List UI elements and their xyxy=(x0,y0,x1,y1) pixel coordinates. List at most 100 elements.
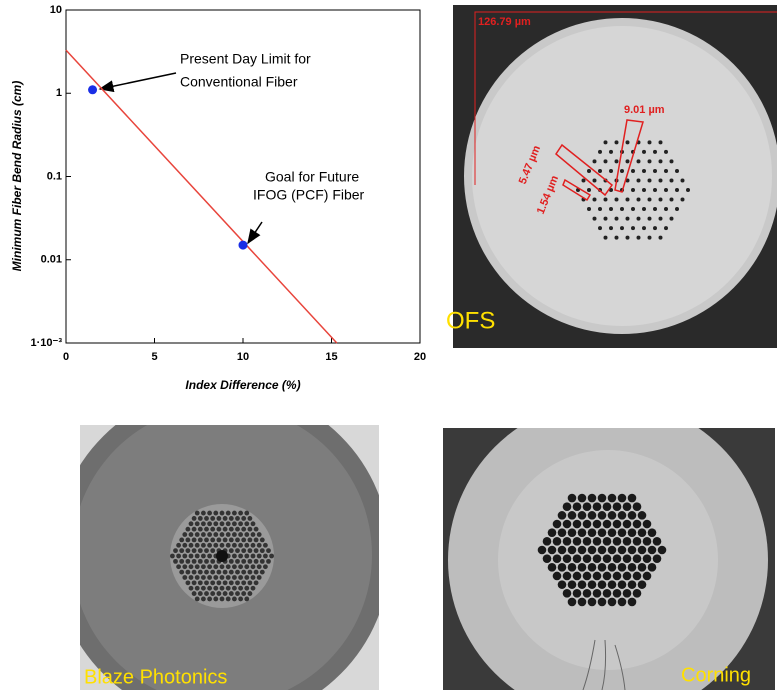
hole xyxy=(238,511,243,516)
hole xyxy=(604,140,608,144)
hole xyxy=(670,159,674,163)
marker xyxy=(88,85,97,94)
hole xyxy=(244,532,249,537)
hole xyxy=(201,586,206,591)
hole xyxy=(217,580,222,585)
hole xyxy=(675,169,679,173)
hole xyxy=(241,591,246,596)
hole xyxy=(604,217,608,221)
photo-ofs xyxy=(453,5,777,348)
hole xyxy=(226,575,231,580)
hole xyxy=(201,511,206,516)
hole xyxy=(613,572,622,581)
hole xyxy=(598,207,602,211)
hole xyxy=(588,494,597,503)
hole xyxy=(558,528,567,537)
hole xyxy=(648,140,652,144)
hole xyxy=(207,543,212,548)
hole xyxy=(608,598,617,607)
marker xyxy=(239,241,248,250)
hole xyxy=(226,532,231,537)
hole xyxy=(588,546,597,555)
hole xyxy=(653,537,662,546)
hole xyxy=(207,586,212,591)
hole xyxy=(604,159,608,163)
hole xyxy=(633,572,642,581)
hole xyxy=(628,598,637,607)
hole xyxy=(623,554,632,563)
hole xyxy=(204,580,209,585)
hole xyxy=(223,516,228,521)
hole xyxy=(223,580,228,585)
hole xyxy=(217,516,222,521)
hole xyxy=(609,207,613,211)
hole xyxy=(195,511,200,516)
y-tick-label: 0.1 xyxy=(47,170,62,182)
hole xyxy=(251,586,256,591)
hole xyxy=(260,548,265,553)
hole xyxy=(179,537,184,542)
photo-label: OFS xyxy=(446,307,495,334)
hole xyxy=(628,511,637,520)
hole xyxy=(226,586,231,591)
hole xyxy=(664,150,668,154)
hole xyxy=(207,554,212,559)
hole xyxy=(254,537,259,542)
hole xyxy=(648,236,652,240)
hole xyxy=(186,580,191,585)
hole xyxy=(608,580,617,589)
hole xyxy=(681,198,685,202)
hole xyxy=(608,511,617,520)
hole xyxy=(198,527,203,532)
hole xyxy=(238,532,243,537)
hole xyxy=(195,575,200,580)
hole xyxy=(598,528,607,537)
y-tick-label: 1 xyxy=(56,87,62,99)
hole xyxy=(583,589,592,598)
hole xyxy=(204,548,209,553)
hole xyxy=(213,575,218,580)
y-tick-label: 1·10⁻³ xyxy=(31,337,63,349)
hole xyxy=(266,559,271,564)
hole xyxy=(257,564,262,569)
hole xyxy=(182,554,187,559)
hole xyxy=(620,226,624,230)
hole xyxy=(633,537,642,546)
hole xyxy=(548,528,557,537)
hole xyxy=(664,188,668,192)
annotation: IFOG (PCF) Fiber xyxy=(253,187,365,203)
hole xyxy=(229,570,234,575)
hole xyxy=(604,236,608,240)
hole xyxy=(659,236,663,240)
hole xyxy=(588,598,597,607)
hole xyxy=(653,207,657,211)
hole xyxy=(658,546,667,555)
hole xyxy=(204,516,209,521)
hole xyxy=(626,217,630,221)
hole xyxy=(633,589,642,598)
hole xyxy=(573,572,582,581)
hole xyxy=(578,598,587,607)
hole xyxy=(241,537,246,542)
hole xyxy=(675,188,679,192)
x-tick-label: 10 xyxy=(237,351,249,363)
hole xyxy=(198,570,203,575)
hole xyxy=(229,559,234,564)
hole xyxy=(633,502,642,511)
hole xyxy=(618,528,627,537)
hole xyxy=(260,537,265,542)
hole xyxy=(232,521,237,526)
hole xyxy=(220,532,225,537)
hole xyxy=(573,502,582,511)
hole xyxy=(251,543,256,548)
hole xyxy=(173,548,178,553)
hole xyxy=(192,559,197,564)
hole xyxy=(613,537,622,546)
hole xyxy=(220,521,225,526)
hole xyxy=(170,554,175,559)
hole xyxy=(198,537,203,542)
hole xyxy=(620,207,624,211)
measurement: 126.79 µm xyxy=(478,16,531,28)
hole xyxy=(192,537,197,542)
hole xyxy=(615,140,619,144)
